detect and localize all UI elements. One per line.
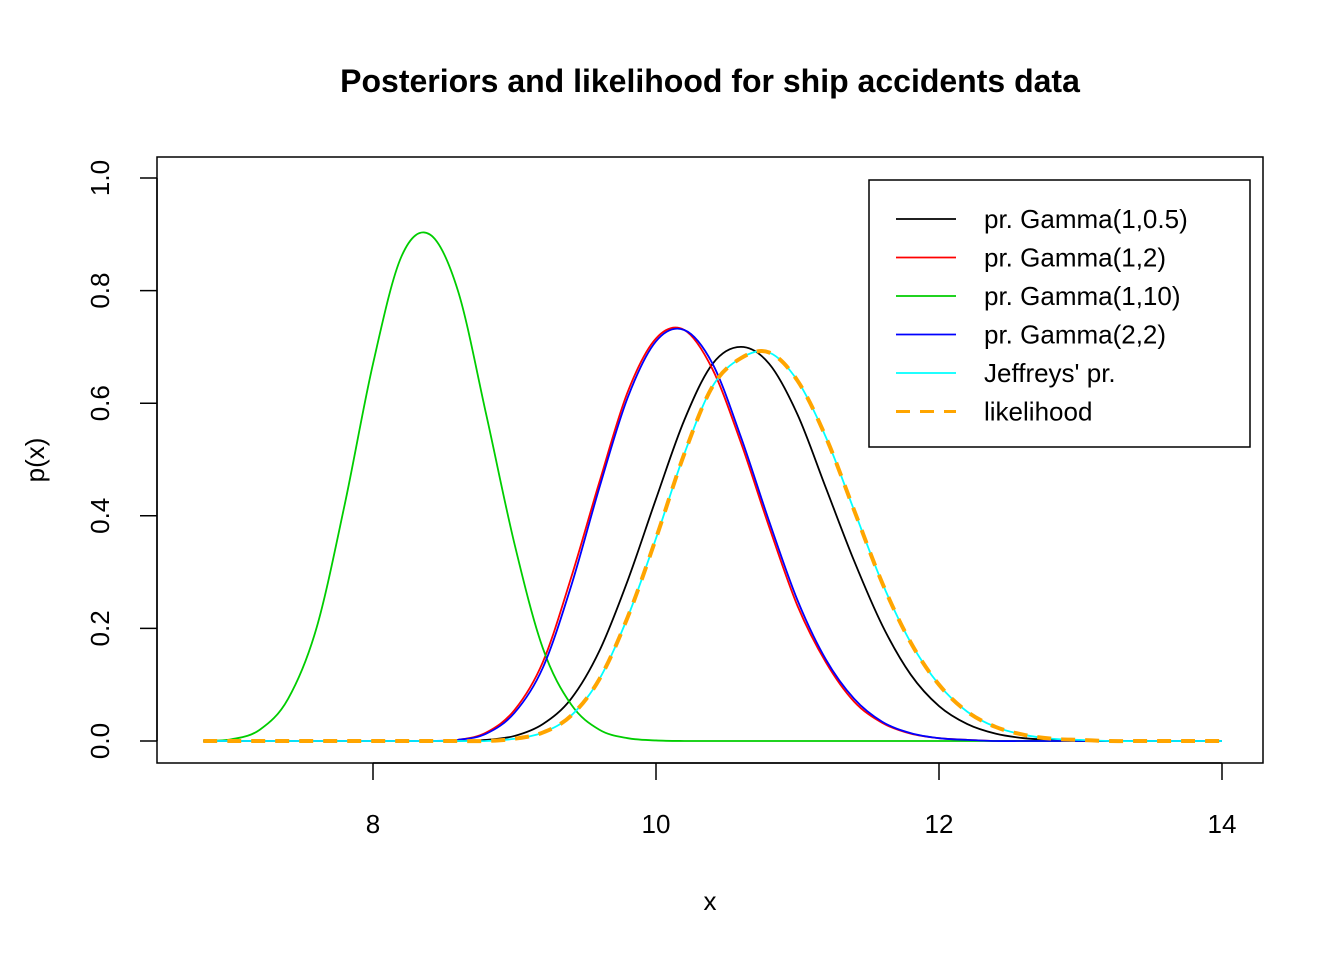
x-tick-label: 8 xyxy=(366,809,380,839)
legend-label: pr. Gamma(1,10) xyxy=(984,281,1181,311)
series-line-5 xyxy=(203,349,1222,744)
legend-label: pr. Gamma(1,2) xyxy=(984,243,1166,273)
legend-box xyxy=(868,179,1251,448)
x-tick-label: 14 xyxy=(1208,809,1237,839)
y-tick-label: 0.4 xyxy=(85,498,115,534)
y-tick-label: 0.8 xyxy=(85,273,115,309)
x-tick-label: 10 xyxy=(642,809,671,839)
x-tick-label: 12 xyxy=(925,809,954,839)
y-tick-label: 0.2 xyxy=(85,610,115,646)
legend: pr. Gamma(1,0.5) pr. Gamma(1,2) pr. Gamma(… xyxy=(868,179,1251,448)
legend-label: pr. Gamma(1,0.5) xyxy=(984,204,1188,234)
legend-label: Jeffreys' pr. xyxy=(984,358,1116,388)
chart-title: Posteriors and likelihood for ship accid… xyxy=(340,63,1080,99)
legend-label: pr. Gamma(2,2) xyxy=(984,320,1166,350)
x-axis: 8 10 12 14 xyxy=(366,762,1237,839)
series-lines xyxy=(203,231,1222,744)
legend-label: likelihood xyxy=(984,397,1092,427)
y-tick-label: 0.6 xyxy=(85,385,115,421)
y-axis: 0.0 0.2 0.4 0.6 0.8 1.0 xyxy=(85,160,158,759)
y-tick-label: 1.0 xyxy=(85,160,115,196)
y-axis-label: p(x) xyxy=(20,438,50,483)
x-axis-label: x xyxy=(704,886,717,916)
y-tick-label: 0.0 xyxy=(85,723,115,759)
